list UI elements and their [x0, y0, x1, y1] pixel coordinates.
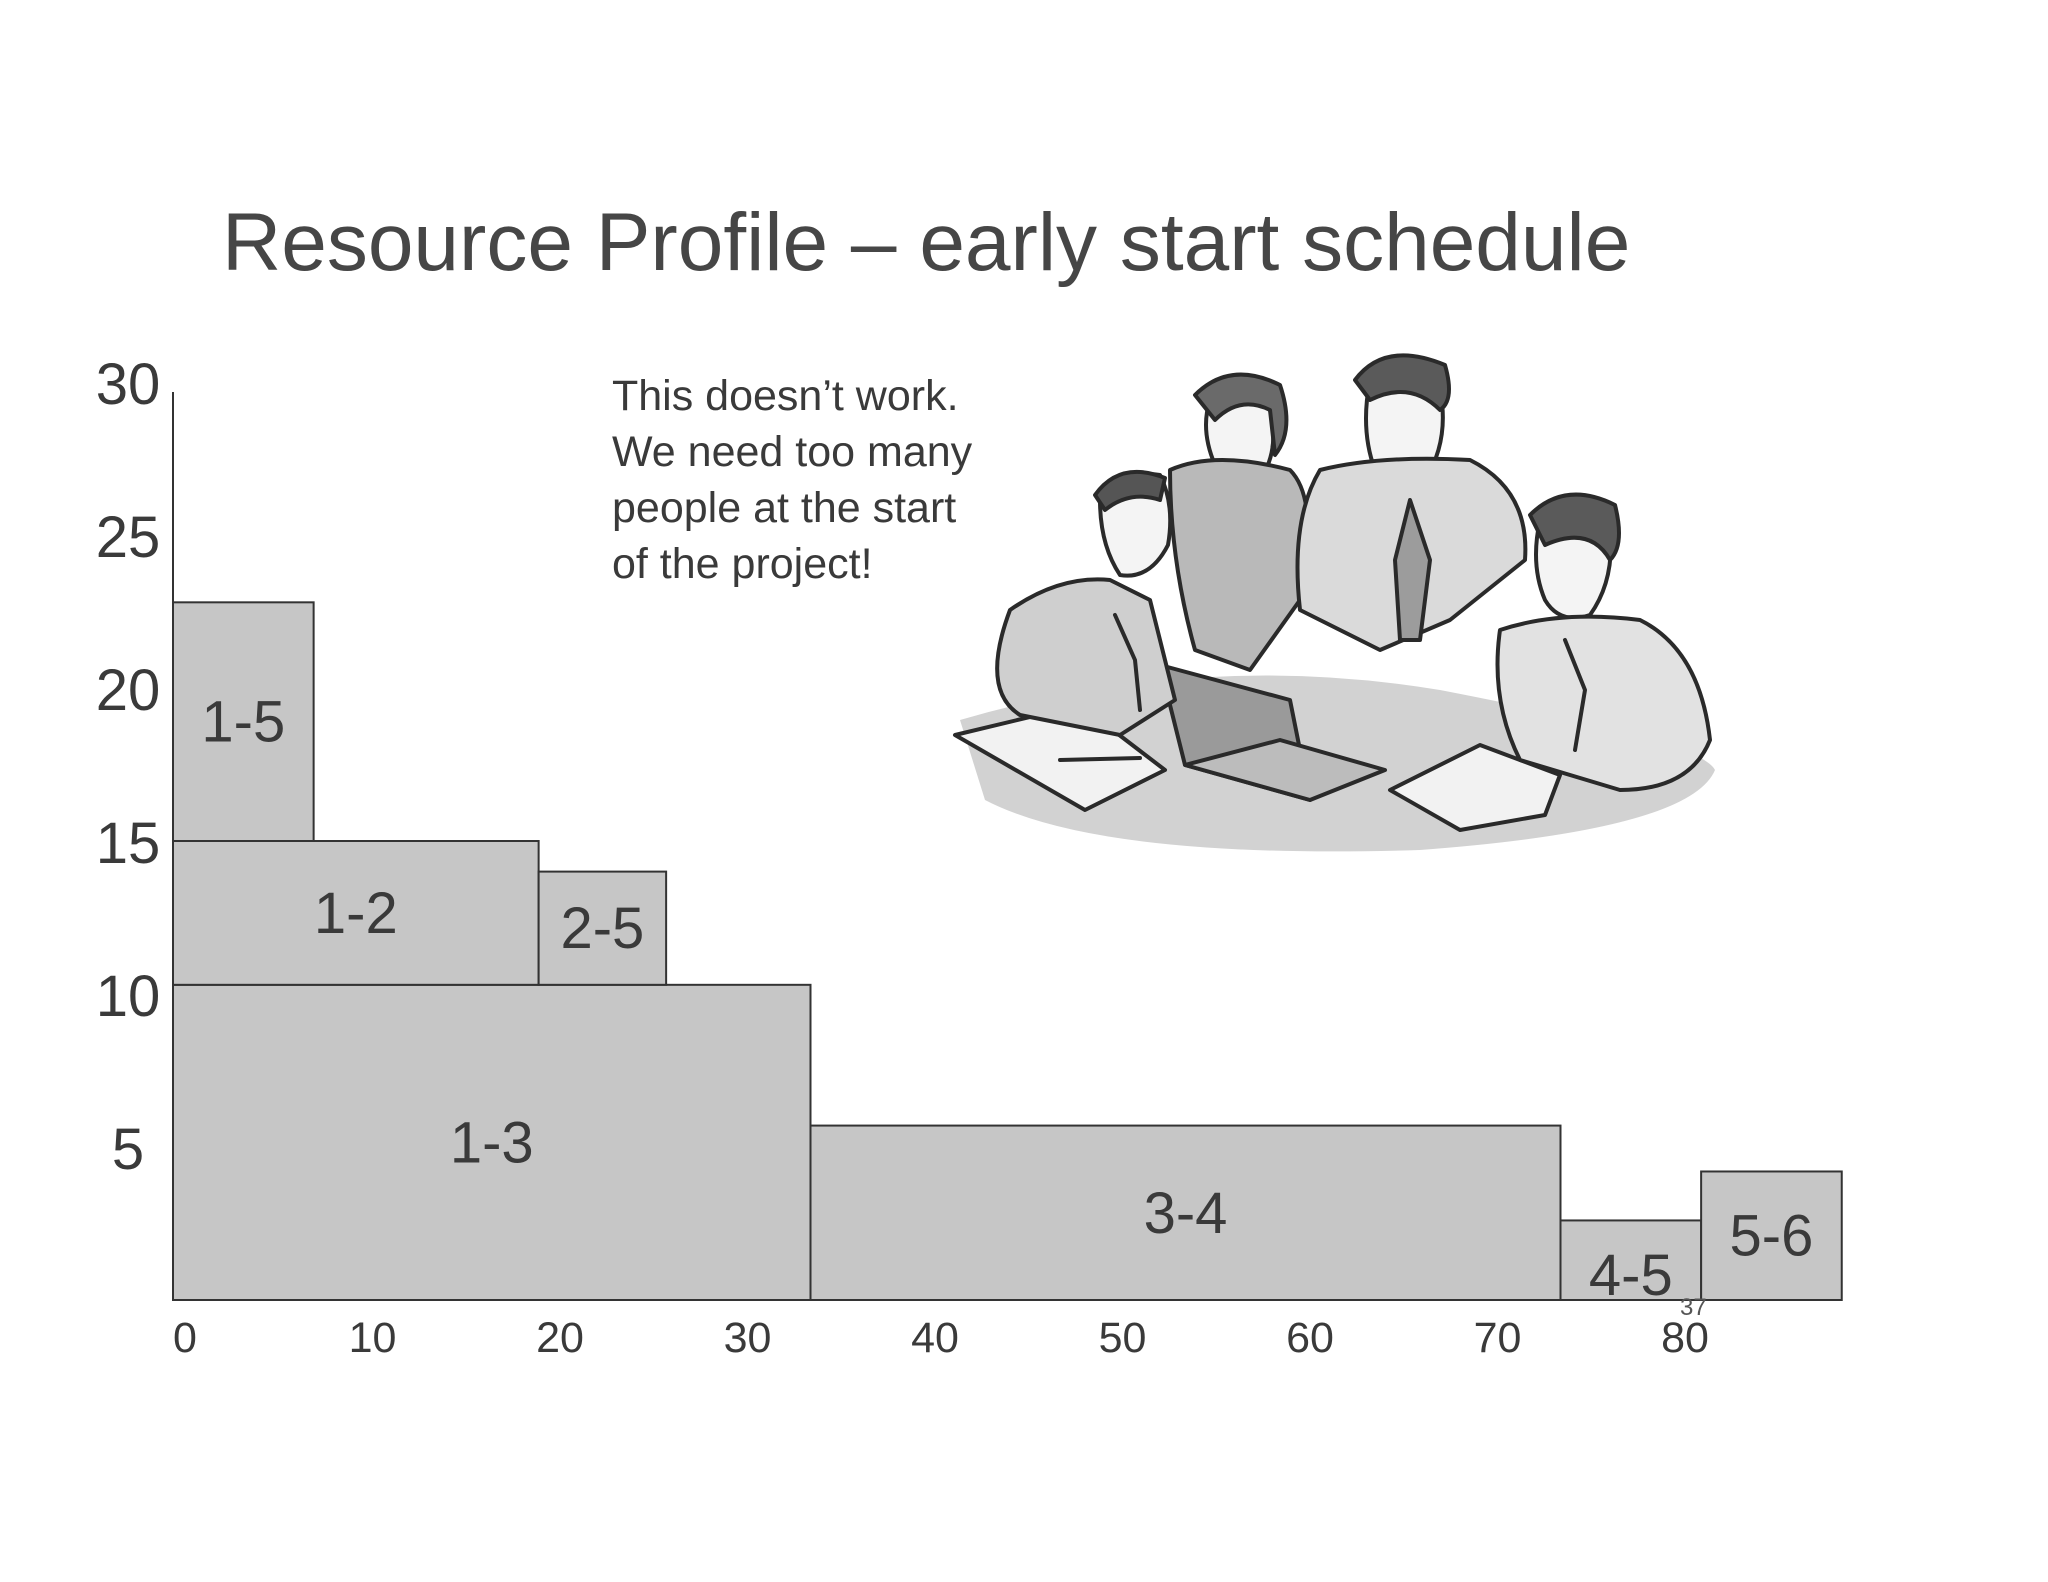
block-label: 1-3	[450, 1110, 534, 1175]
resource-block-2-5	[537, 870, 668, 986]
y-tick-label: 10	[96, 964, 161, 1029]
y-tick-label: 5	[112, 1117, 144, 1182]
y-tick-label: 15	[96, 811, 161, 876]
x-tick-label: 50	[1099, 1314, 1147, 1362]
page-number: 37	[1680, 1294, 1707, 1321]
chart-axes	[172, 392, 1842, 1301]
block-label: 1-2	[314, 881, 398, 946]
speech-callout: This doesn’t work. We need too many peop…	[612, 368, 972, 592]
x-tick-label: 40	[911, 1314, 959, 1362]
team-meeting-laptop-icon	[953, 353, 1715, 852]
block-label: 1-5	[201, 690, 285, 755]
callout-line: of the project!	[612, 540, 873, 588]
callout-line: This doesn’t work.	[612, 372, 959, 420]
resource-block-1-3	[172, 983, 812, 1301]
block-label: 2-5	[560, 896, 644, 961]
x-tick-label: 30	[724, 1314, 772, 1362]
block-label: 4-5	[1589, 1243, 1673, 1308]
resource-block-5-6	[1700, 1170, 1843, 1301]
page-title: Resource Profile – early start schedule	[222, 197, 1631, 288]
y-tick-label: 30	[96, 352, 161, 417]
callout-line: people at the start	[612, 484, 957, 532]
x-tick-label: 20	[536, 1314, 584, 1362]
block-label: 5-6	[1730, 1204, 1814, 1269]
x-tick-label: 80	[1661, 1314, 1709, 1362]
resource-block-1-2	[172, 840, 540, 986]
chart-tick-labels: 5 10 15 20 25 30 0 10 20 30 40 50 60 70 80	[96, 352, 1709, 1362]
x-tick-label: 60	[1286, 1314, 1334, 1362]
x-tick-label: 0	[173, 1314, 197, 1362]
y-tick-label: 20	[96, 658, 161, 723]
x-tick-label: 10	[349, 1314, 397, 1362]
callout-line: We need too many	[612, 428, 973, 476]
resource-block-4-5	[1559, 1219, 1703, 1301]
resource-block-3-4	[809, 1124, 1562, 1301]
block-label: 3-4	[1144, 1181, 1228, 1246]
resource-block-1-5	[172, 601, 315, 842]
chart-blocks: 1-3 1-2 2-5 1-5 3-4 4-5 5-6	[172, 601, 1843, 1308]
y-tick-label: 25	[96, 505, 161, 570]
x-tick-label: 70	[1474, 1314, 1522, 1362]
